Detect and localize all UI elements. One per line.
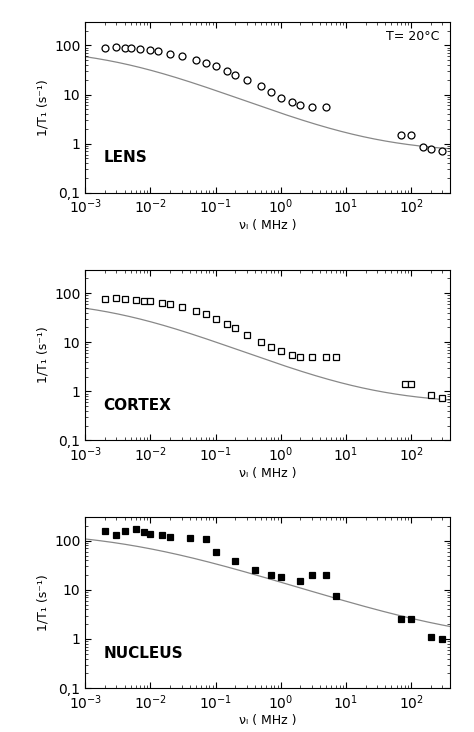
Text: T= 20°C: T= 20°C [386,31,439,43]
Text: NUCLEUS: NUCLEUS [103,646,183,661]
X-axis label: νₗ ( MHz ): νₗ ( MHz ) [239,714,297,728]
Y-axis label: 1/T₁ (s⁻¹): 1/T₁ (s⁻¹) [37,326,50,384]
X-axis label: νₗ ( MHz ): νₗ ( MHz ) [239,467,297,479]
Y-axis label: 1/T₁ (s⁻¹): 1/T₁ (s⁻¹) [37,79,50,135]
Y-axis label: 1/T₁ (s⁻¹): 1/T₁ (s⁻¹) [37,575,50,631]
Text: LENS: LENS [103,151,147,165]
Text: CORTEX: CORTEX [103,398,172,413]
X-axis label: νₗ ( MHz ): νₗ ( MHz ) [239,219,297,232]
